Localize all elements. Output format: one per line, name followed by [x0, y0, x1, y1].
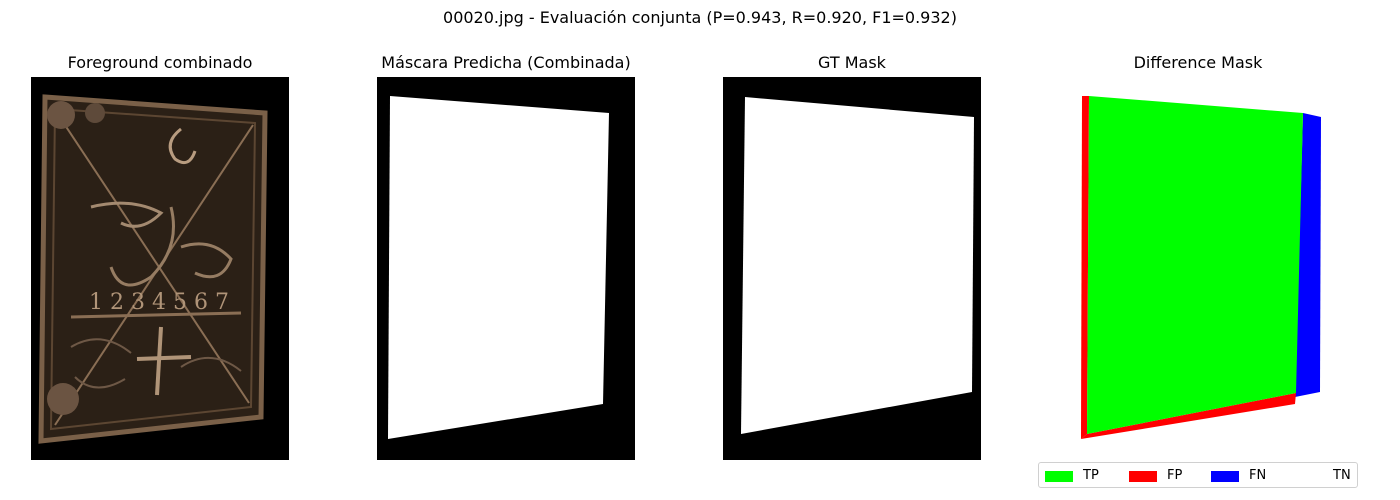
foreground-image: 1 2 3 4 5 6 7 [31, 77, 289, 460]
panel-predicted-mask: Máscara Predicha (Combinada) [377, 53, 635, 463]
figure-title: 00020.jpg - Evaluación conjunta (P=0.943… [443, 8, 957, 27]
legend-swatch-tn [1295, 470, 1323, 482]
panel-title-predicted: Máscara Predicha (Combinada) [381, 53, 631, 72]
legend-item-tn: TN [1295, 463, 1351, 489]
predicted-mask-image [377, 77, 635, 460]
panel-title-gt: GT Mask [818, 53, 886, 72]
panel-title-foreground: Foreground combinado [67, 53, 253, 72]
panel-gt-mask: GT Mask [723, 53, 981, 463]
legend-item-tp: TP [1045, 463, 1099, 489]
legend-item-fp: FP [1129, 463, 1182, 489]
legend-label-tp: TP [1083, 468, 1099, 483]
panel-difference-mask: Difference Mask [1069, 53, 1327, 463]
panel-title-difference: Difference Mask [1133, 53, 1263, 72]
gt-mask-image [723, 77, 981, 460]
legend-swatch-fp [1129, 470, 1157, 482]
legend-label-tn: TN [1333, 468, 1351, 483]
svg-text:1 2 3 4 5 6 7: 1 2 3 4 5 6 7 [89, 290, 229, 315]
legend-label-fp: FP [1167, 468, 1183, 483]
legend-item-fn: FN [1211, 463, 1266, 489]
legend-label-fn: FN [1249, 468, 1267, 483]
legend: TP FP FN TN [1038, 462, 1358, 488]
legend-swatch-tp [1045, 470, 1073, 482]
legend-swatch-fn [1211, 470, 1239, 482]
panel-foreground: Foreground combinado 1 2 3 4 5 6 7 [31, 53, 289, 463]
difference-mask-image [1069, 77, 1327, 460]
